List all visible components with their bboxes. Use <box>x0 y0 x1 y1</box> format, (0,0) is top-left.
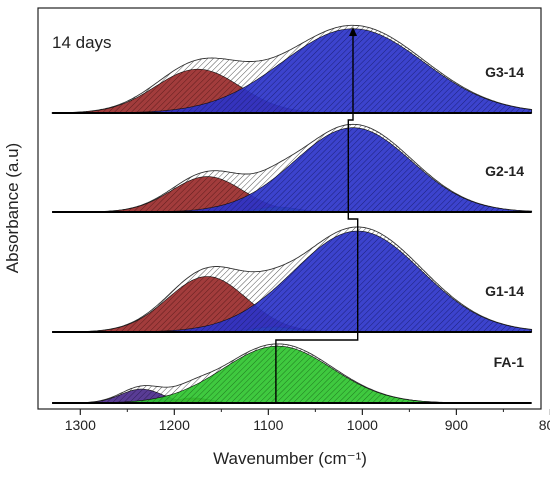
red-component-hatch <box>52 276 532 332</box>
red-component-hatch <box>52 69 532 113</box>
peak-shift-line <box>275 35 359 403</box>
x-tick-label: 800 <box>539 417 550 433</box>
x-tick-label: 1300 <box>65 417 96 433</box>
blue-component-hatch <box>52 28 532 114</box>
spectrum-g2-14: G2-14 <box>52 123 533 213</box>
spectrum-g1-14: G1-14 <box>52 226 533 333</box>
x-tick-label: 1100 <box>253 417 283 433</box>
spectrum-fa-1: FA-1 <box>52 343 532 404</box>
x-tick-label: 1200 <box>159 417 190 433</box>
blue-component-hatch <box>52 127 532 212</box>
x-tick-label: 900 <box>445 417 469 433</box>
series-label: G3-14 <box>485 64 524 80</box>
days-annotation: 14 days <box>52 33 112 52</box>
peak-shift-arrowhead <box>349 27 357 36</box>
red-component-hatch <box>52 176 532 212</box>
spectrum-g3-14: G3-14 <box>51 24 533 114</box>
series-label: FA-1 <box>494 354 525 370</box>
plot-frame <box>37 7 542 410</box>
series-label: G1-14 <box>485 283 524 299</box>
green-component-hatch <box>52 346 532 403</box>
series-label: G2-14 <box>485 163 524 179</box>
x-tick-label: 1000 <box>347 417 378 433</box>
blue-component-hatch <box>52 231 532 332</box>
x-axis-title: Wavenumber (cm⁻¹) <box>213 449 367 468</box>
y-axis-title: Absorbance (a.u) <box>3 143 22 273</box>
